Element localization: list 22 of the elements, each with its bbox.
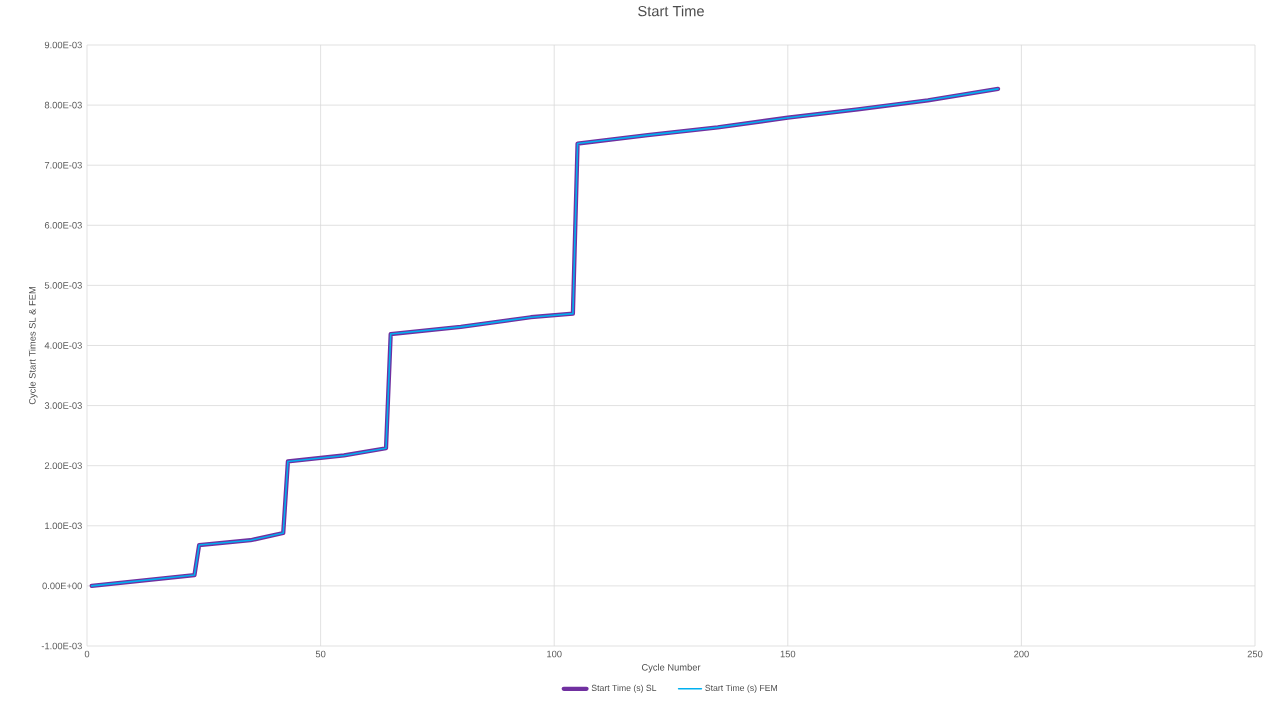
x-tick-label: 100 <box>547 650 562 658</box>
y-tick-label: 8.00E-03 <box>44 101 82 109</box>
y-tick-label: 5.00E-03 <box>44 282 82 289</box>
y-tick-label: 6.00E-03 <box>44 222 82 229</box>
y-axis-title: Cycle Start Times SL & FEM <box>28 287 38 405</box>
y-tick-label: 2.00E-03 <box>44 462 82 469</box>
y-tick-label: 7.00E-03 <box>44 161 82 169</box>
x-tick-label: 150 <box>780 650 796 658</box>
y-tick-label: 3.00E-03 <box>44 402 82 409</box>
y-tick-label: 0.00E+00 <box>42 582 82 590</box>
chart-title: Start Time <box>638 5 704 17</box>
x-tick-label: 250 <box>1247 650 1263 658</box>
y-tick-label: -1.00E-03 <box>41 642 82 650</box>
y-tick-label: 9.00E-03 <box>44 41 82 49</box>
x-tick-label: 50 <box>315 650 326 658</box>
legend-label: Start Time (s) FEM <box>705 684 777 693</box>
y-tick-label: 4.00E-03 <box>44 342 82 349</box>
x-tick-label: 0 <box>84 650 90 658</box>
x-tick-label: 200 <box>1014 650 1029 658</box>
x-axis-title: Cycle Number <box>641 663 701 673</box>
legend-label: Start Time (s) SL <box>591 684 657 693</box>
y-tick-label: 1.00E-03 <box>45 522 82 530</box>
